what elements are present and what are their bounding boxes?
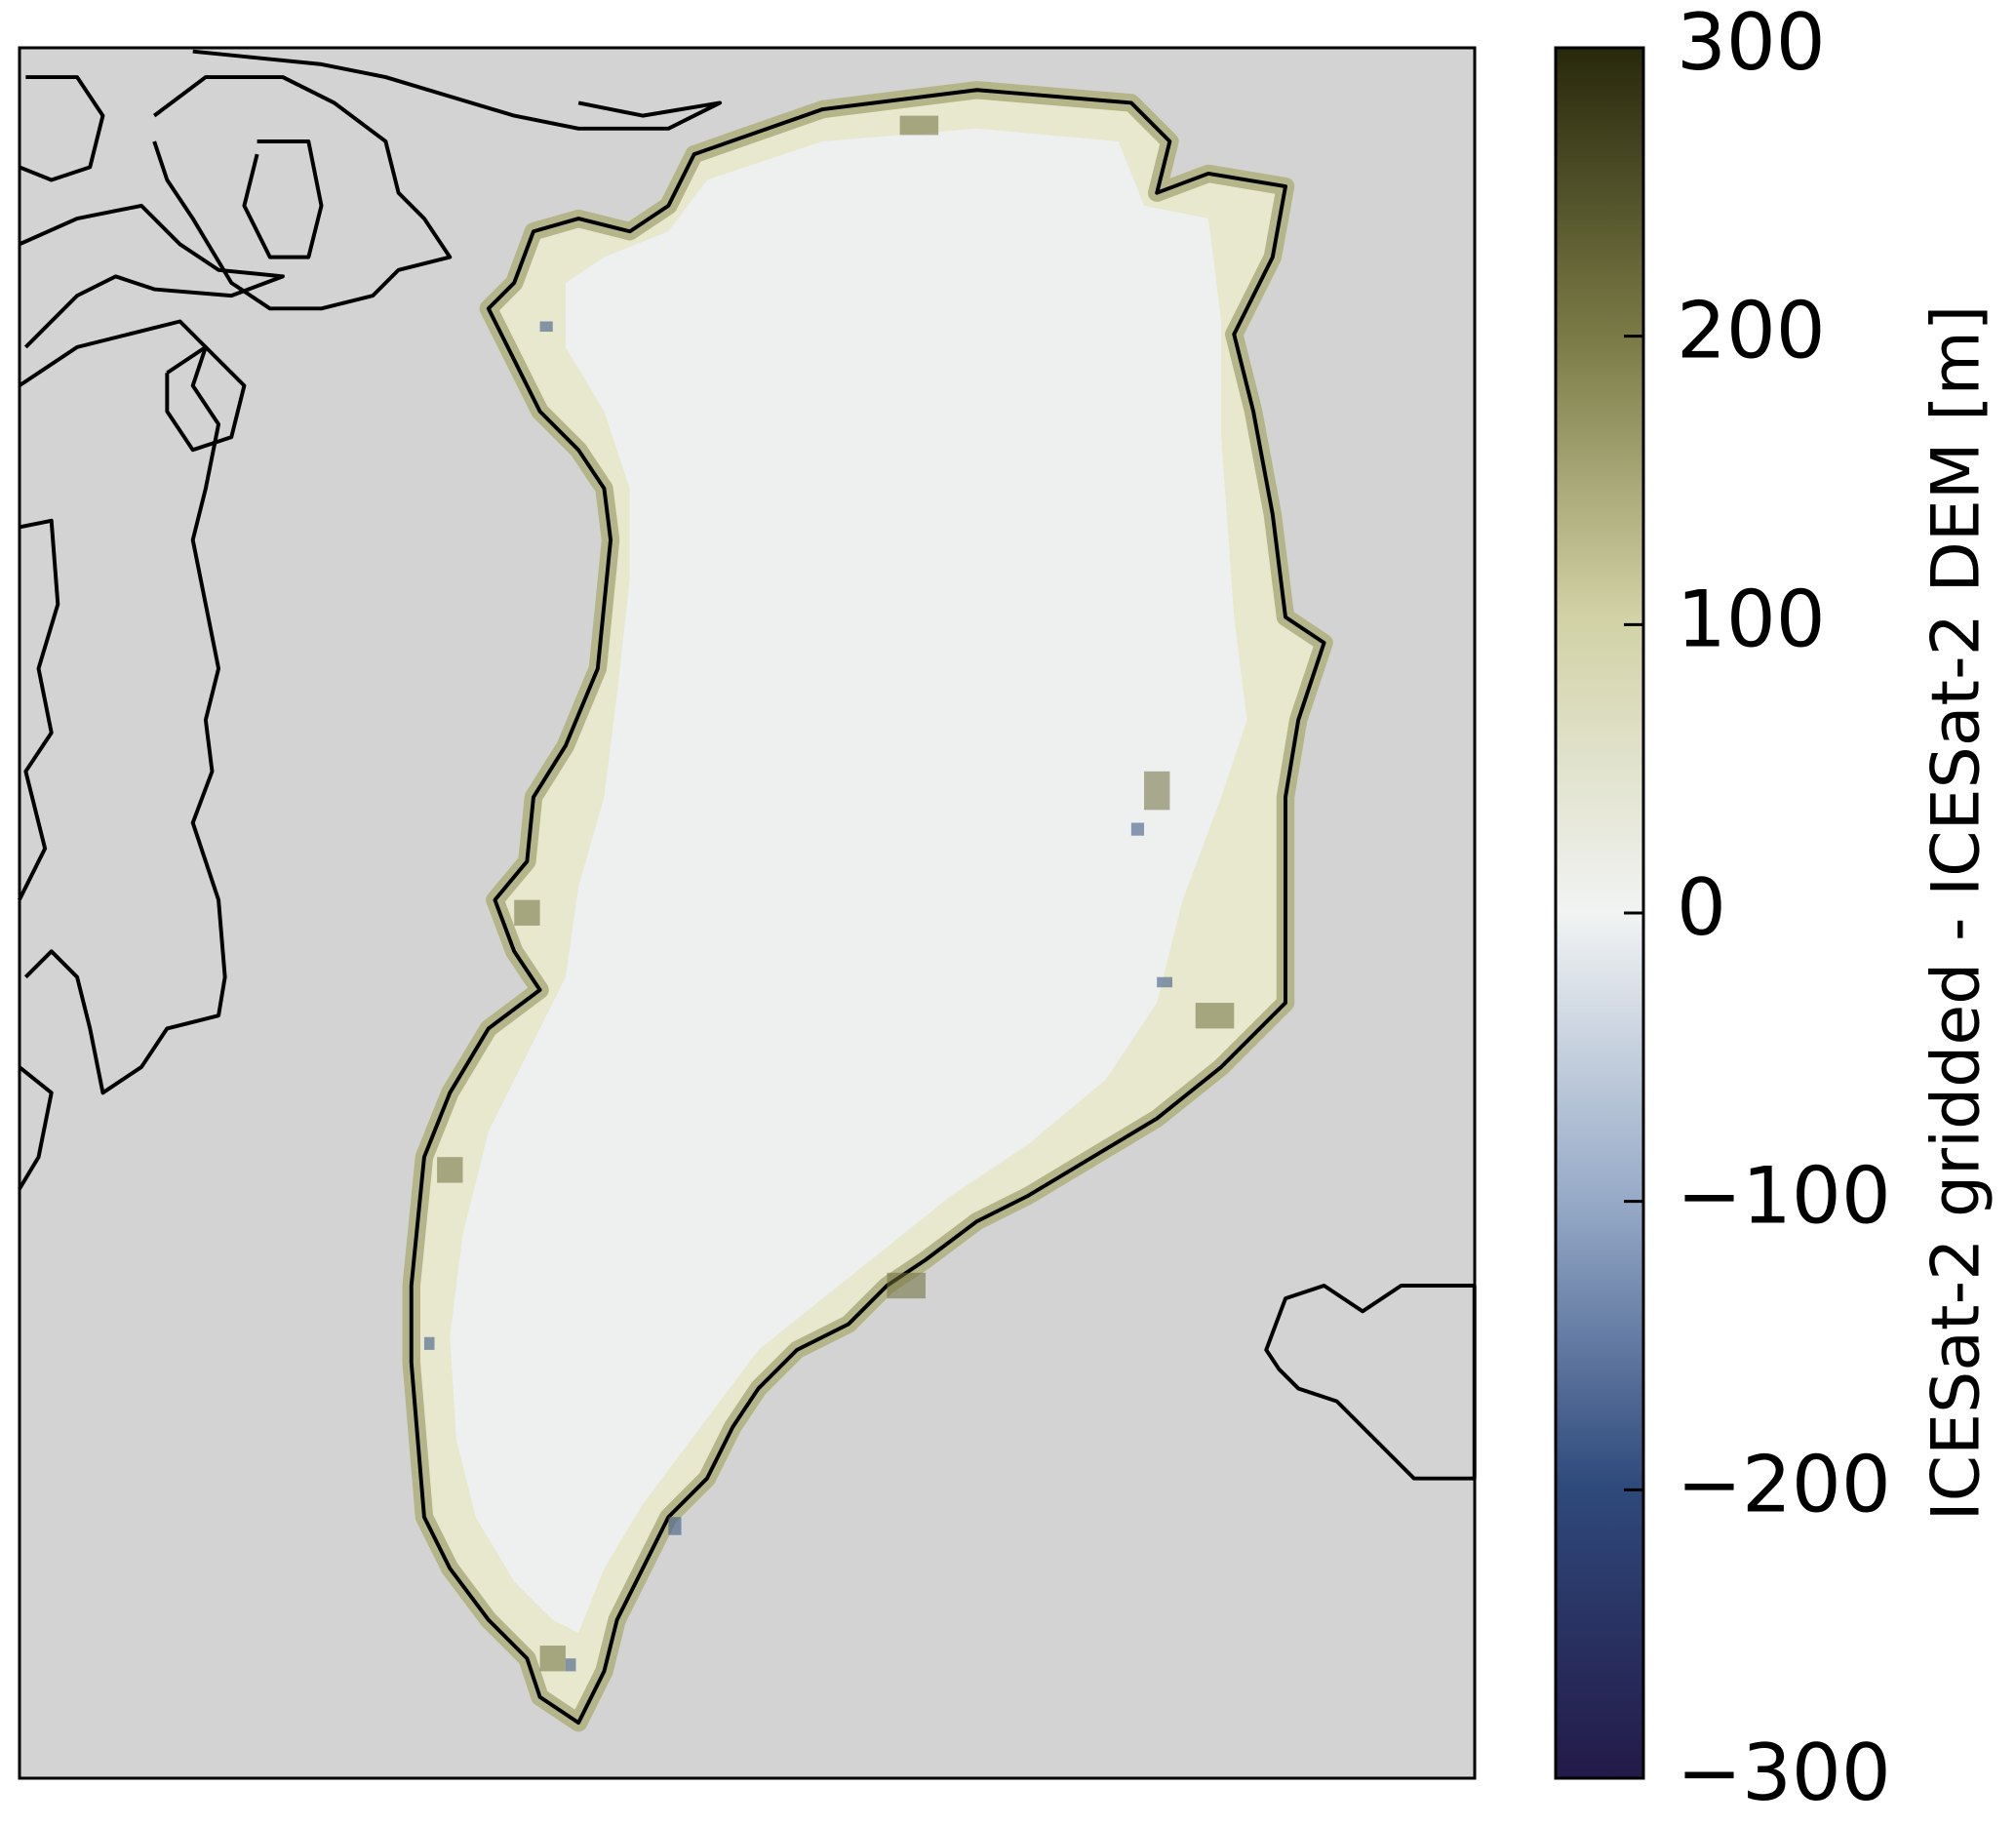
iceland (1264, 1284, 1477, 1481)
coastline (18, 1065, 54, 1191)
colorbar-tick-label: −300 (1677, 1727, 1891, 1818)
greenland-coastline (409, 88, 1326, 1726)
map-panel (18, 46, 1477, 1780)
colorbar-tick-label: 200 (1677, 286, 1826, 377)
colorbar-tick-label: 0 (1677, 862, 1726, 953)
colorbar-tick-label: 100 (1677, 574, 1826, 664)
colorbar-tick-label: 300 (1677, 0, 1826, 88)
colorbar-label: ICESat-2 gridded - ICESat-2 DEM [m] (1918, 305, 1996, 1522)
coastline (18, 518, 60, 901)
negative-speckles (423, 321, 1173, 1672)
colorbar-tick-label: −100 (1677, 1151, 1891, 1242)
colorbar-tick-label: −200 (1677, 1439, 1891, 1529)
coastline (192, 49, 723, 131)
coastline (19, 75, 105, 182)
coastline (152, 75, 453, 311)
coastline (18, 203, 285, 349)
coastline (18, 319, 227, 1095)
coastline (242, 139, 324, 259)
coastline (165, 344, 247, 453)
coastlines (18, 49, 1477, 1732)
greenland-ice (450, 128, 1247, 1633)
positive-speckles (437, 115, 1235, 1672)
